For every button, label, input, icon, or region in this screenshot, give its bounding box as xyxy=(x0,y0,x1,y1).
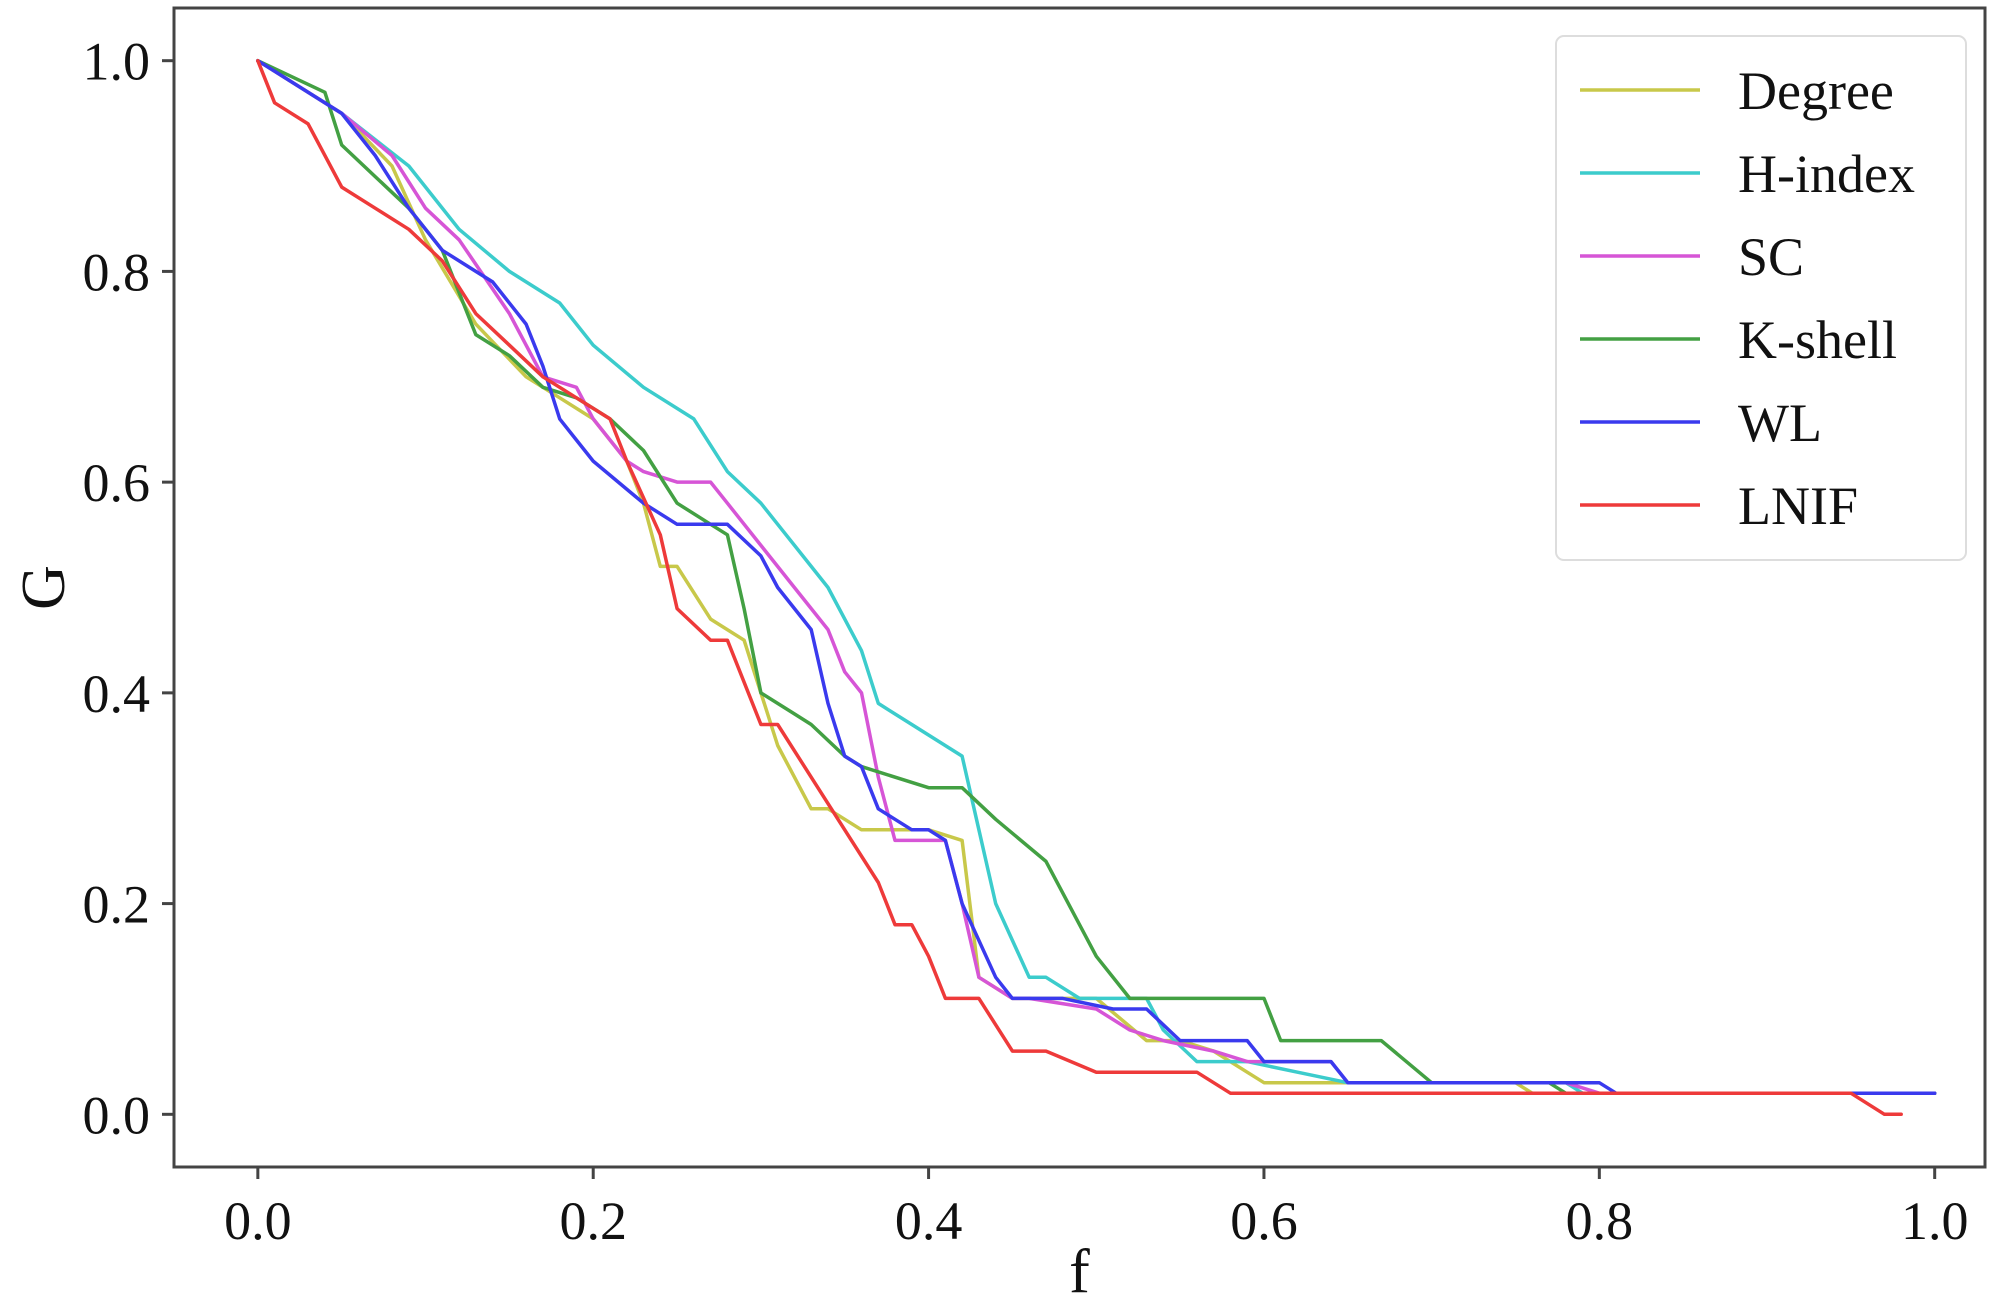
legend-label: SC xyxy=(1738,227,1804,287)
x-tick-label: 0.6 xyxy=(1230,1191,1298,1251)
series-line-wl xyxy=(256,58,1937,1095)
legend-label: K-shell xyxy=(1738,310,1897,370)
y-tick-label: 0.2 xyxy=(83,875,151,935)
series-layer xyxy=(256,58,1937,1117)
y-tick-label: 0.4 xyxy=(83,664,151,724)
x-tick-label: 0.2 xyxy=(559,1191,627,1251)
legend-label: H-index xyxy=(1738,144,1915,204)
x-axis-title: f xyxy=(1069,1238,1090,1300)
x-tick-label: 0.8 xyxy=(1566,1191,1634,1251)
legend-label: WL xyxy=(1738,393,1822,453)
y-axis-title: G xyxy=(10,565,78,610)
legend: Degree H-index SC K-shell WL LNIF xyxy=(1555,35,1967,561)
y-tick-label: 0.0 xyxy=(83,1085,151,1145)
plot-frame xyxy=(172,6,1987,1169)
ticks-layer: 0.0 0.2 0.4 0.6 0.8 1.0 0.0 0.2 0.4 0.6 0.8 1.0 xyxy=(83,32,1969,1251)
legend-label: Degree xyxy=(1738,61,1894,121)
series-line-k-shell xyxy=(256,58,1937,1095)
legend-label: LNIF xyxy=(1738,476,1858,536)
legend-box xyxy=(1555,35,1967,561)
x-tick-label: 0.0 xyxy=(224,1191,292,1251)
series-line-lnif xyxy=(256,58,1903,1117)
y-tick-label: 0.6 xyxy=(83,453,151,513)
series-line-sc xyxy=(256,58,1937,1095)
y-tick-label: 0.8 xyxy=(83,242,151,302)
y-tick-label: 1.0 xyxy=(83,32,151,92)
x-tick-label: 0.4 xyxy=(895,1191,963,1251)
x-tick-label: 1.0 xyxy=(1901,1191,1969,1251)
